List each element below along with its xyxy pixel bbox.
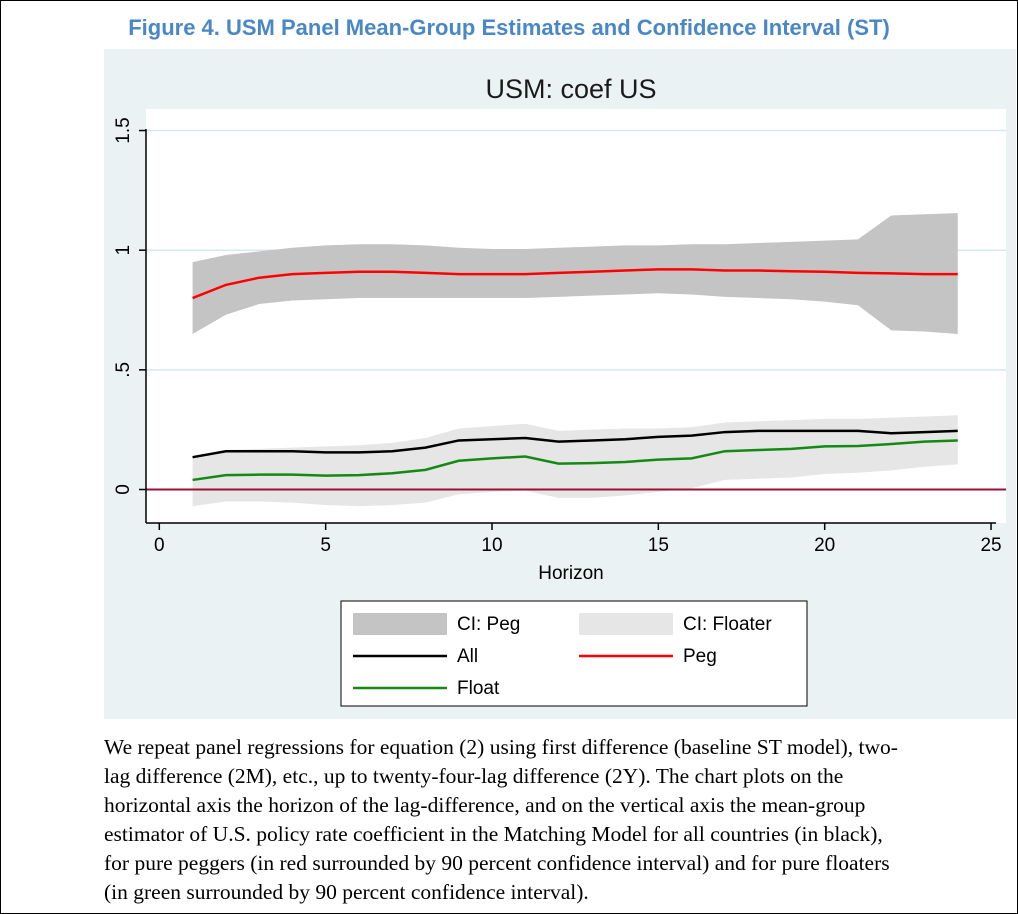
x-tick-label: 10: [481, 535, 502, 556]
legend-label: CI: Peg: [457, 614, 520, 635]
series-line: [192, 439, 958, 482]
legend-label: All: [457, 646, 478, 667]
x-tick-label: 25: [980, 535, 1001, 556]
chart: Figure 4. USM Panel Mean-Group Estimates…: [104, 15, 1016, 719]
y-tick-label: 1.5: [113, 117, 134, 143]
ci-band: [192, 415, 958, 507]
figure-title: Figure 4. USM Panel Mean-Group Estimates…: [128, 15, 890, 40]
y-tick-label: .5: [113, 362, 134, 378]
y-tick-label: 1: [113, 245, 134, 256]
chart-title: USM: coef US: [485, 74, 656, 104]
legend-label: CI: Floater: [683, 614, 772, 635]
legend-label: Peg: [683, 646, 717, 667]
x-tick-label: 0: [154, 535, 165, 556]
legend-swatch: [579, 613, 673, 635]
x-tick-label: 5: [320, 535, 331, 556]
caption: We repeat panel regressions for equation…: [104, 733, 898, 907]
legend-swatch: [353, 613, 447, 635]
x-tick-label: 20: [814, 535, 835, 556]
caption-line: horizontal axis the horizon of the lag-d…: [104, 793, 866, 817]
caption-line: We repeat panel regressions for equation…: [104, 735, 898, 759]
y-tick-label: 0: [113, 484, 134, 495]
caption-line: for pure peggers (in red surrounded by 9…: [104, 851, 890, 875]
x-axis-label: Horizon: [538, 563, 603, 584]
caption-line: (in green surrounded by 90 percent confi…: [104, 880, 589, 904]
legend-label: Float: [457, 678, 500, 699]
series-line: [192, 268, 958, 300]
caption-line: estimator of U.S. policy rate coefficien…: [104, 822, 883, 846]
x-tick-label: 15: [648, 535, 669, 556]
series-line: [192, 429, 958, 459]
caption-line: lag difference (2M), etc., up to twenty-…: [104, 764, 844, 788]
